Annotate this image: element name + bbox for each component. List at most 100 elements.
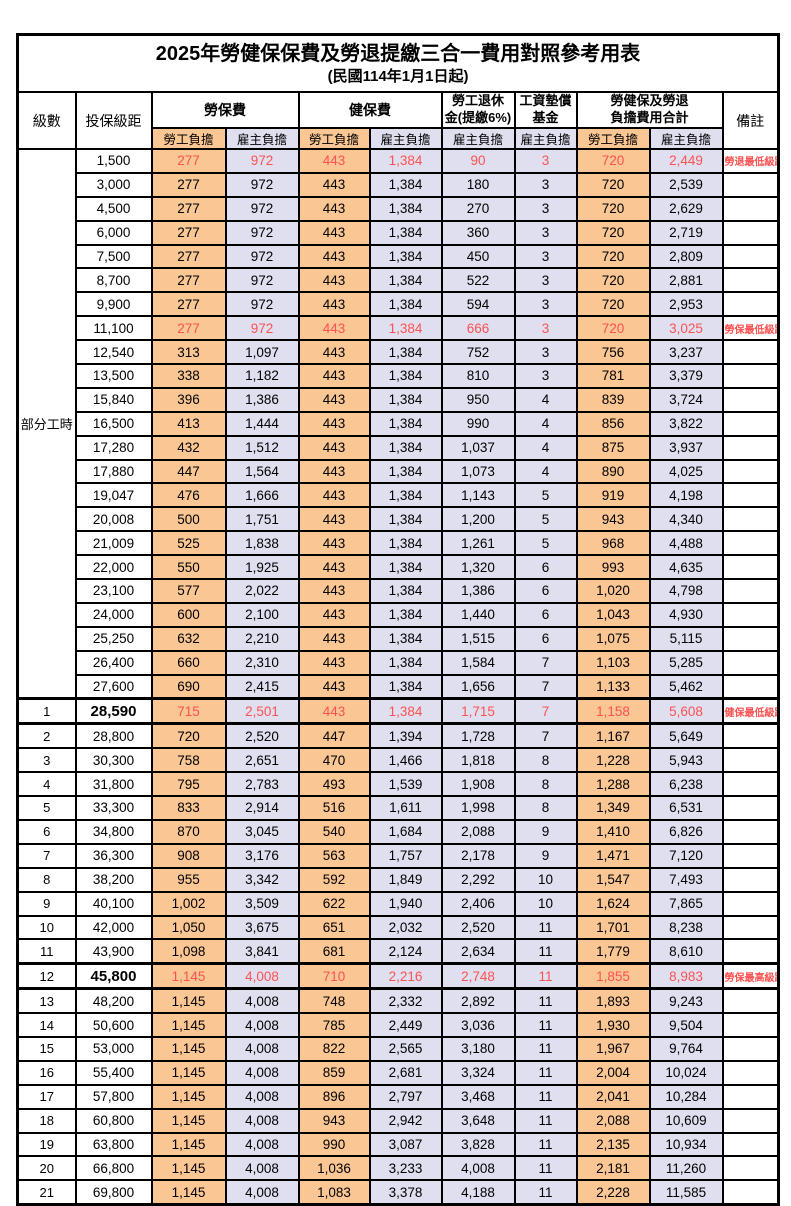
labor-employer-cell: 4,008 <box>224 1059 300 1086</box>
health-employee-cell: 443 <box>297 697 371 726</box>
level-cell: 17 <box>16 1083 77 1110</box>
subheader-health-employee: 勞工負擔 <box>297 127 371 150</box>
total-employee-cell: 1,288 <box>575 771 651 798</box>
total-employer-cell: 2,539 <box>648 171 724 198</box>
health-employer-cell: 1,384 <box>368 386 443 413</box>
labor-employee-cell: 632 <box>150 625 227 652</box>
note-cell <box>721 219 780 246</box>
pension-employer-cell: 1,656 <box>440 673 516 701</box>
table-row: 1 28,590 715 2,501 443 1,384 1,715 7 1,158 5,608 健… <box>16 697 780 726</box>
note-cell <box>721 267 780 294</box>
total-label-line2: 負擔費用合計 <box>610 110 689 125</box>
salary-cell: 17,880 <box>74 458 153 485</box>
health-employer-cell: 1,384 <box>368 697 443 726</box>
total-employer-cell: 3,724 <box>648 386 724 413</box>
salary-cell: 57,800 <box>74 1083 153 1110</box>
pension-employer-cell: 450 <box>440 243 516 270</box>
total-employee-cell: 720 <box>575 148 651 174</box>
wage-fund-employer-cell: 3 <box>513 267 578 294</box>
health-employer-cell: 2,681 <box>368 1059 443 1086</box>
labor-employee-cell: 432 <box>150 434 227 461</box>
labor-employer-cell: 3,176 <box>224 842 300 869</box>
wage-fund-label-line2: 基金 <box>532 110 559 125</box>
health-employee-cell: 516 <box>297 795 371 821</box>
total-employee-cell: 968 <box>575 530 651 557</box>
labor-employee-cell: 1,002 <box>150 890 227 917</box>
pension-employer-cell: 3,036 <box>440 1012 516 1038</box>
wage-fund-employer-cell: 6 <box>513 601 578 628</box>
table-row: 4,500 277 972 443 1,384 270 3 720 2,629 <box>18 195 780 222</box>
title-block: 2025年勞健保保費及勞退提繳三合一費用對照參考用表 (民國114年1月1日起) <box>16 33 780 93</box>
health-employer-cell: 2,942 <box>368 1107 443 1134</box>
total-employee-cell: 720 <box>575 243 651 270</box>
note-cell <box>721 914 780 941</box>
table-row: 15 53,000 1,145 4,008 822 2,565 3,180 11 1,967 9,… <box>16 1035 780 1062</box>
total-employer-cell: 6,826 <box>648 818 724 845</box>
health-employee-cell: 443 <box>297 434 371 461</box>
wage-fund-employer-cell: 9 <box>513 842 578 869</box>
wage-fund-employer-cell: 3 <box>513 291 578 318</box>
health-employer-cell: 2,449 <box>368 1012 443 1038</box>
wage-fund-employer-cell: 11 <box>513 914 578 941</box>
pension-employer-cell: 1,515 <box>440 625 516 652</box>
health-employee-cell: 443 <box>297 171 371 198</box>
level-cell: 2 <box>16 722 77 750</box>
total-employer-cell: 3,025 <box>648 315 724 342</box>
labor-employee-cell: 277 <box>150 243 227 270</box>
table-row: 15,840 396 1,386 443 1,384 950 4 839 3,724 <box>18 386 780 413</box>
wage-fund-label-line1: 工資墊償 <box>519 93 572 109</box>
total-employee-cell: 2,088 <box>575 1107 651 1134</box>
total-employee-cell: 839 <box>575 386 651 413</box>
table-row: 24,000 600 2,100 443 1,384 1,440 6 1,043 4,930 <box>18 601 780 628</box>
labor-employer-cell: 972 <box>224 195 300 222</box>
total-employer-cell: 2,719 <box>648 219 724 246</box>
table-row: 26,400 660 2,310 443 1,384 1,584 7 1,103 5,285 <box>18 649 780 676</box>
health-employer-cell: 1,384 <box>368 339 443 366</box>
pension-employer-cell: 1,715 <box>440 697 516 726</box>
labor-employer-cell: 3,342 <box>224 866 300 893</box>
total-employer-cell: 7,120 <box>648 842 724 869</box>
labor-employer-cell: 972 <box>224 148 300 174</box>
labor-employee-cell: 870 <box>150 818 227 845</box>
labor-employer-cell: 3,509 <box>224 890 300 917</box>
total-employer-cell: 5,462 <box>648 673 724 701</box>
health-employee-cell: 493 <box>297 771 371 798</box>
level-cell: 7 <box>16 842 77 869</box>
table-row: 部分工時 1,500 277 972 443 1,384 90 3 720 2,449 勞退最低級距 <box>16 148 780 700</box>
wage-fund-employer-cell: 5 <box>513 482 578 509</box>
salary-cell: 31,800 <box>74 771 153 798</box>
header-group-row: 級數 投保級距 勞保費 健保費 勞工退休 金(提繳6%) 工資墊償 基金 勞健保… <box>16 91 780 150</box>
labor-employer-cell: 2,210 <box>224 625 300 652</box>
note-cell <box>721 601 780 628</box>
note-cell <box>721 434 780 461</box>
total-employee-cell: 720 <box>575 315 651 342</box>
table-row: 11 43,900 1,098 3,841 681 2,124 2,634 11 1,779 8,… <box>16 938 780 965</box>
pension-employer-cell: 3,468 <box>440 1083 516 1110</box>
total-employer-cell: 4,198 <box>648 482 724 509</box>
labor-employee-cell: 600 <box>150 601 227 628</box>
labor-employer-cell: 2,520 <box>224 722 300 750</box>
health-employee-cell: 443 <box>297 673 371 701</box>
pension-employer-cell: 990 <box>440 410 516 437</box>
health-employer-cell: 1,849 <box>368 866 443 893</box>
total-employer-cell: 3,237 <box>648 339 724 366</box>
note-cell <box>721 410 780 437</box>
health-employer-cell: 1,384 <box>368 410 443 437</box>
level-cell: 8 <box>16 866 77 893</box>
health-employee-cell: 443 <box>297 554 371 581</box>
health-employee-cell: 748 <box>297 987 371 1015</box>
health-employee-cell: 859 <box>297 1059 371 1086</box>
table-row: 3,000 277 972 443 1,384 180 3 720 2,539 <box>18 171 780 198</box>
table-row: 13 48,200 1,145 4,008 748 2,332 2,892 11 1,893 9,… <box>16 987 780 1015</box>
health-employee-cell: 943 <box>297 1107 371 1134</box>
table-row: 27,600 690 2,415 443 1,384 1,656 7 1,133 5,462 <box>18 673 780 701</box>
note-cell <box>721 1131 780 1158</box>
total-employee-cell: 1,349 <box>575 795 651 821</box>
labor-employer-cell: 972 <box>224 267 300 294</box>
total-employer-cell: 3,379 <box>648 363 724 389</box>
title-row: 2025年勞健保保費及勞退提繳三合一費用對照參考用表 (民國114年1月1日起) <box>16 33 780 93</box>
total-employee-cell: 720 <box>575 267 651 294</box>
health-employee-cell: 470 <box>297 747 371 774</box>
pension-employer-cell: 1,440 <box>440 601 516 628</box>
table-row: 8 38,200 955 3,342 592 1,849 2,292 10 1,547 7,493 <box>16 866 780 893</box>
